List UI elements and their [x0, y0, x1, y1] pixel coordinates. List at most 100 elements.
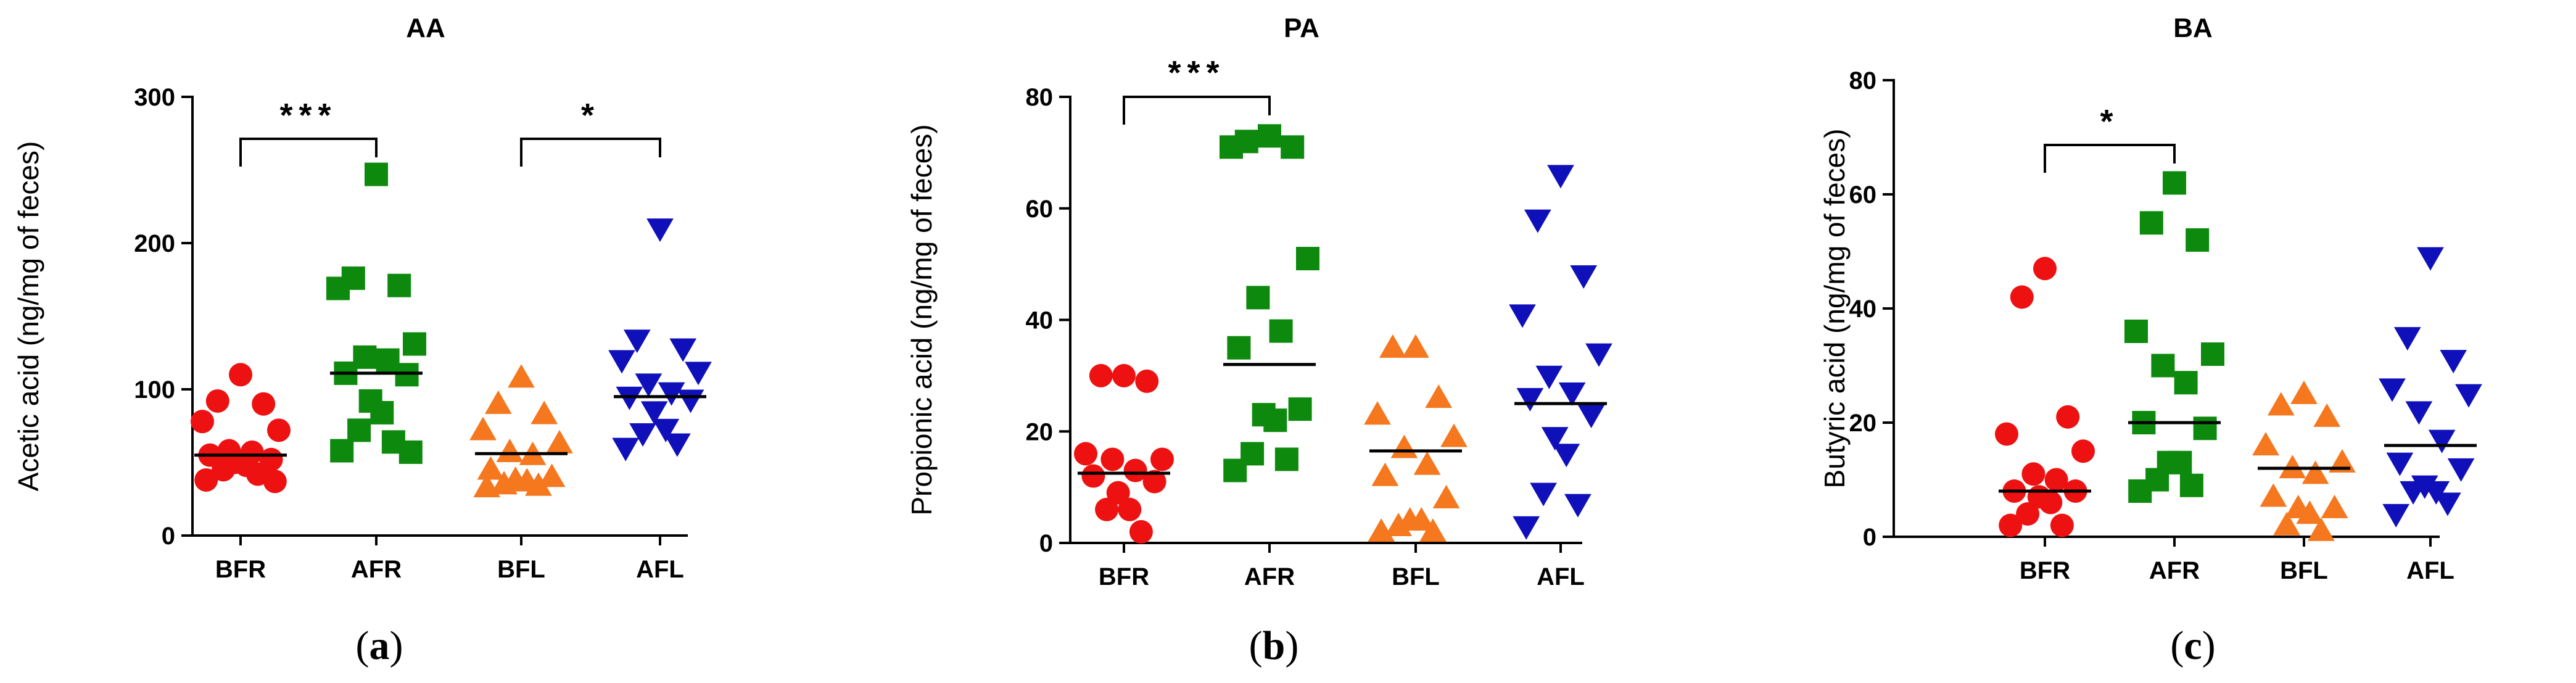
data-point	[669, 338, 697, 362]
chart-title: PA	[1284, 13, 1319, 43]
data-point	[263, 470, 287, 494]
data-point	[1570, 265, 1598, 289]
data-point	[2393, 327, 2421, 351]
data-point	[1585, 343, 1612, 367]
data-point	[1074, 442, 1097, 466]
significance-bracket	[1123, 96, 1271, 125]
data-point	[205, 389, 229, 413]
data-point	[1106, 481, 1130, 505]
x-tick-label: BFL	[1392, 563, 1440, 590]
data-point	[2447, 458, 2475, 482]
data-point	[387, 273, 411, 297]
data-point	[2273, 511, 2300, 536]
data-point	[1999, 513, 2023, 537]
data-point	[473, 473, 501, 497]
data-point	[2382, 503, 2410, 528]
data-point	[1541, 427, 1569, 451]
data-point	[664, 433, 691, 457]
x-tick-label: AFR	[351, 556, 402, 583]
data-point	[1227, 336, 1251, 360]
data-point	[2267, 392, 2295, 416]
data-point	[1220, 135, 1243, 159]
data-point	[1100, 447, 1125, 471]
data-point	[1408, 507, 1435, 531]
data-point	[2021, 462, 2046, 486]
data-point	[1223, 458, 1247, 482]
data-point	[1564, 494, 1591, 518]
data-point	[2179, 473, 2203, 497]
chart-pa: PA Propionic acid (ng/mg of feces) 0 20 40 60…	[906, 13, 1612, 668]
data-point	[326, 276, 350, 300]
data-point	[658, 382, 685, 406]
significance-bracket	[520, 138, 661, 167]
data-point	[2174, 371, 2198, 395]
data-point	[1246, 286, 1270, 310]
x-tick-label: AFR	[1244, 563, 1295, 590]
significance-label: ***	[279, 97, 337, 134]
data-point	[2308, 517, 2335, 541]
chart-title: AA	[406, 13, 445, 43]
data-point	[1419, 518, 1447, 542]
data-point	[2163, 171, 2186, 195]
data-point	[2417, 247, 2444, 271]
data-point	[1281, 135, 1305, 159]
y-tick-label: 40	[1849, 296, 1877, 323]
data-point	[2201, 342, 2224, 366]
significance-bracket	[239, 138, 378, 167]
data-point	[1524, 209, 1551, 233]
y-tick-label: 0	[1863, 524, 1876, 551]
data-point	[1368, 518, 1395, 542]
y-tick-label: 300	[134, 84, 175, 111]
y-axis-label: Butyric acid (ng/mg of feces)	[1818, 129, 1851, 489]
y-tick-label: 60	[1026, 196, 1054, 223]
data-point	[2296, 500, 2324, 524]
data-point	[685, 362, 712, 386]
x-tick-label: BFL	[2280, 557, 2328, 584]
data-point	[1150, 447, 1174, 471]
data-point	[546, 429, 573, 453]
data-point	[608, 350, 635, 374]
data-point	[252, 392, 276, 416]
data-point	[398, 440, 423, 464]
y-tick-label: 20	[1026, 418, 1054, 445]
data-point	[1288, 397, 1312, 421]
data-point	[1129, 519, 1153, 544]
data-point	[469, 416, 497, 441]
data-point	[1513, 516, 1540, 540]
data-point	[365, 162, 388, 186]
data-point	[194, 468, 218, 492]
x-tick-label: AFL	[1537, 563, 1585, 590]
data-point	[2313, 403, 2341, 427]
data-point	[229, 363, 252, 387]
data-point	[640, 401, 668, 425]
data-point	[1553, 444, 1580, 468]
data-point	[1516, 387, 1544, 412]
data-point	[2290, 380, 2318, 404]
y-tick-label: 20	[1849, 410, 1877, 437]
y-tick-label: 40	[1026, 307, 1054, 334]
data-point	[2321, 494, 2348, 518]
data-point	[1123, 458, 1147, 482]
data-point	[2033, 257, 2057, 281]
data-point	[616, 386, 643, 410]
data-point	[1440, 423, 1468, 447]
y-axis-label: Acetic acid (ng/mg of feces)	[12, 141, 44, 492]
data-point	[2301, 460, 2329, 484]
data-point	[1263, 408, 1287, 433]
significance-label: *	[2100, 103, 2119, 140]
data-point	[2044, 468, 2068, 492]
y-tick-label: 200	[134, 230, 175, 257]
chart-aa: AA Acetic acid (ng/mg of feces) 0 100 200 300…	[12, 13, 712, 668]
y-tick-label: 0	[1039, 530, 1053, 557]
data-point	[1379, 334, 1406, 358]
data-point	[370, 400, 394, 424]
data-point	[2124, 320, 2148, 343]
data-point	[1535, 365, 1563, 389]
significance-label: *	[581, 97, 600, 134]
data-point	[1274, 447, 1298, 471]
data-point	[1364, 401, 1391, 425]
data-point	[1118, 497, 1142, 521]
data-point	[2186, 228, 2210, 252]
data-point	[677, 389, 704, 413]
y-axis-label: Propionic acid (ng/mg of feces)	[906, 124, 938, 515]
